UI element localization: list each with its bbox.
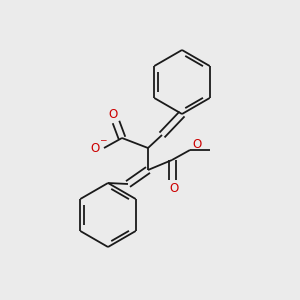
Text: −: − [99,136,107,145]
Text: O: O [90,142,100,154]
Text: O: O [169,182,178,196]
Text: O: O [108,107,118,121]
Text: O: O [192,139,202,152]
